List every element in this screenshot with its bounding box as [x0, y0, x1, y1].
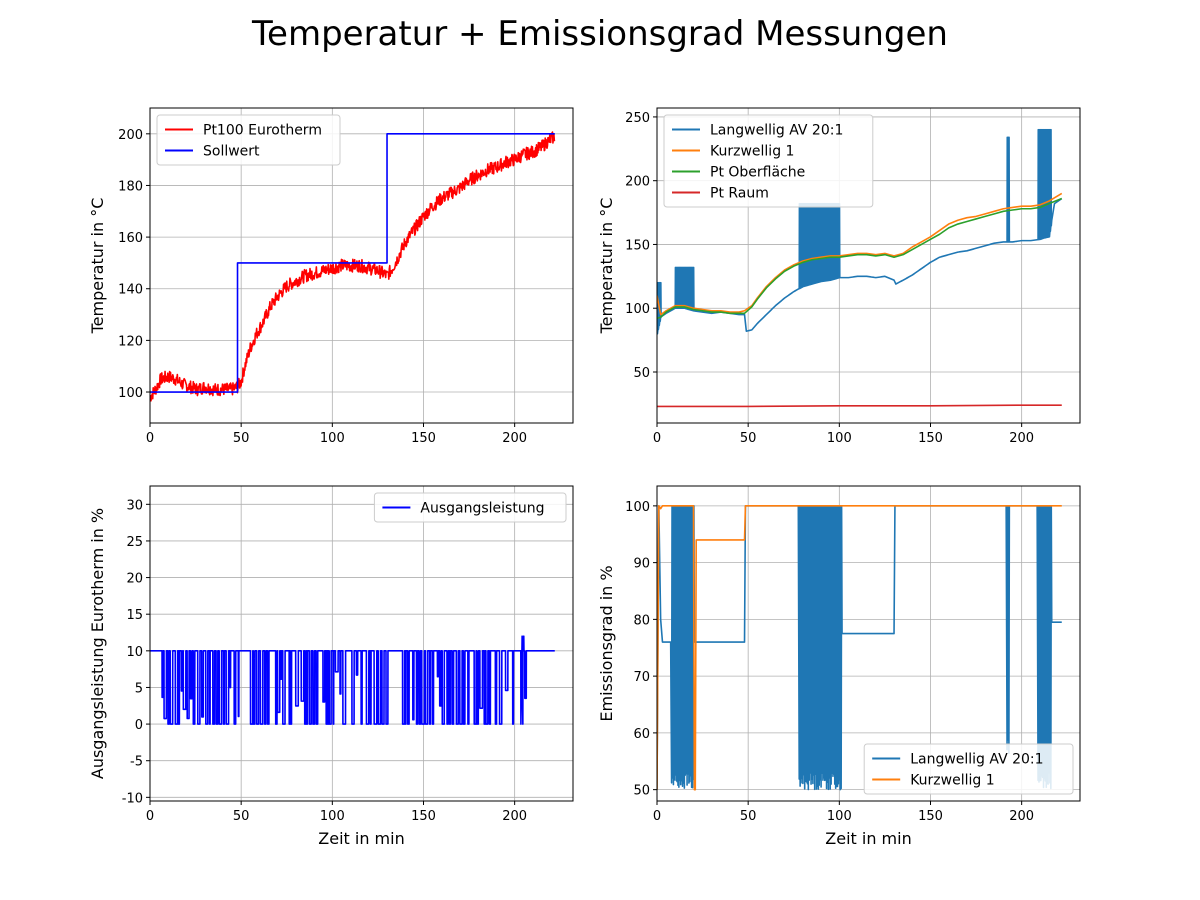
y-tick-label: 20: [126, 572, 143, 587]
x-tick-label: 100: [320, 431, 345, 446]
legend-entry: Pt100 Eurotherm: [203, 123, 322, 139]
legend-entry: Kurzwellig 1: [910, 773, 994, 789]
y-tick-label: 180: [118, 179, 143, 194]
series-line-0: [150, 131, 556, 402]
series-line-0: [150, 635, 556, 725]
x-tick-label: 100: [827, 809, 852, 824]
axes-frame: [149, 107, 574, 424]
y-tick-label: 70: [633, 670, 650, 685]
legend-entry: Langwellig AV 20:1: [910, 752, 1043, 768]
legend-entry: Ausgangsleistung: [420, 501, 544, 517]
chart-output-power: 0 50 100 150 200 -10 -5 0 5 10 15 20 25 30 Zeit in min…: [88, 485, 574, 848]
x-tick-label: 200: [1009, 431, 1034, 446]
legend-entry: Pt Oberfläche: [710, 165, 805, 181]
y-tick-label: 60: [633, 727, 650, 742]
x-axis-label: Zeit in min: [318, 829, 404, 848]
series-line-1: [150, 133, 555, 393]
y-tick-label: 15: [126, 608, 143, 623]
x-tick-label: 100: [827, 431, 852, 446]
y-axis-label: Temperatur in °C: [88, 198, 107, 335]
legend-entry: Sollwert: [203, 144, 260, 160]
axes-frame: [656, 485, 1081, 802]
x-axis-label: Zeit in min: [825, 829, 911, 848]
y-tick-label: 0: [135, 718, 143, 733]
y-axis-label: Ausgangsleistung Eurotherm in %: [88, 508, 107, 779]
y-tick-label: -5: [130, 755, 143, 770]
series-line-1: [657, 505, 1062, 791]
y-tick-label: 90: [633, 557, 650, 572]
x-tick-label: 50: [233, 809, 250, 824]
y-tick-label: 100: [625, 500, 650, 515]
legend-entry: Kurzwellig 1: [710, 144, 794, 160]
x-tick-label: 100: [320, 809, 345, 824]
y-tick-label: 80: [633, 613, 650, 628]
y-tick-label: 150: [625, 238, 650, 253]
x-tick-label: 150: [411, 809, 436, 824]
chart-temperature-setpoint: 0 50 100 150 200 100 120 140 160 180 200 Temperatur…: [88, 107, 574, 446]
y-tick-label: 200: [625, 175, 650, 190]
axes-frame: [149, 485, 574, 802]
y-tick-label: 25: [126, 535, 143, 550]
y-tick-label: 120: [118, 334, 143, 349]
y-tick-label: 50: [633, 366, 650, 381]
y-tick-label: 100: [625, 302, 650, 317]
y-tick-label: 5: [135, 681, 143, 696]
x-tick-label: 150: [918, 809, 943, 824]
y-tick-label: 200: [118, 128, 143, 143]
y-tick-label: 50: [633, 784, 650, 799]
y-tick-label: -10: [122, 791, 143, 806]
x-tick-label: 200: [502, 431, 527, 446]
x-tick-label: 50: [740, 809, 757, 824]
legend: Ausgangsleistung: [373, 492, 567, 523]
x-tick-label: 0: [653, 809, 661, 824]
y-tick-label: 160: [118, 231, 143, 246]
series-line-3: [657, 404, 1062, 408]
legend-entry: Langwellig AV 20:1: [710, 123, 843, 139]
y-tick-label: 100: [118, 386, 143, 401]
x-tick-label: 50: [233, 431, 250, 446]
legend-entry: Pt Raum: [710, 186, 769, 202]
x-tick-label: 50: [740, 431, 757, 446]
x-tick-label: 200: [1009, 809, 1034, 824]
x-tick-label: 0: [146, 809, 154, 824]
x-tick-label: 150: [411, 431, 436, 446]
x-tick-label: 200: [502, 809, 527, 824]
y-tick-label: 30: [126, 498, 143, 513]
chart-temperature-sensors: 0 50 100 150 200 50 100 150 200 250 Temperatur in …: [597, 107, 1081, 446]
x-tick-label: 150: [918, 431, 943, 446]
x-tick-label: 0: [146, 431, 154, 446]
y-axis-label: Emissionsgrad in %: [597, 565, 616, 721]
y-tick-label: 140: [118, 283, 143, 298]
axes-frame: [656, 107, 1081, 424]
y-tick-label: 10: [126, 645, 143, 660]
y-tick-label: 250: [625, 111, 650, 126]
legend: Pt100 Eurotherm Sollwert: [156, 114, 341, 166]
series-line-1: [657, 192, 1063, 316]
legend: Langwellig AV 20:1 Kurzwellig 1 Pt Oberflä…: [663, 114, 874, 208]
x-tick-label: 0: [653, 431, 661, 446]
series-line-2: [657, 197, 1063, 320]
legend: Langwellig AV 20:1 Kurzwellig 1: [863, 743, 1074, 795]
figure-title: Temperatur + Emissionsgrad Messungen: [251, 14, 948, 54]
y-axis-label: Temperatur in °C: [597, 198, 616, 335]
